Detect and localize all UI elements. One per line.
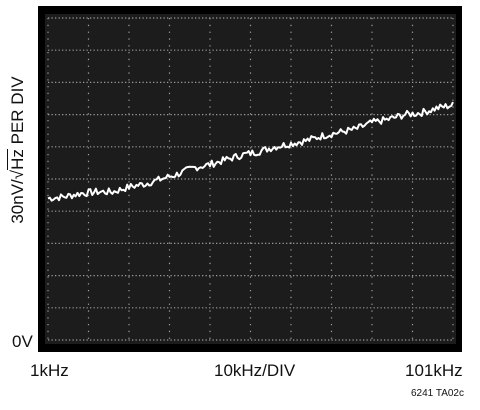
x-tick-center: 10kHz/DIV [214,361,296,380]
noise-trace [47,101,454,202]
trace-group [47,101,454,202]
y-axis-label: 30nV/√Hz PER DIV [7,76,27,224]
screen-background [45,14,456,344]
y-zero-label: 0V [12,332,33,351]
figure-id: 6241 TA02c [410,388,464,399]
sqrt-hz: Hz [7,149,27,170]
grid [47,17,454,341]
x-tick-left: 1kHz [30,361,69,380]
x-tick-right: 101kHz [405,361,463,380]
